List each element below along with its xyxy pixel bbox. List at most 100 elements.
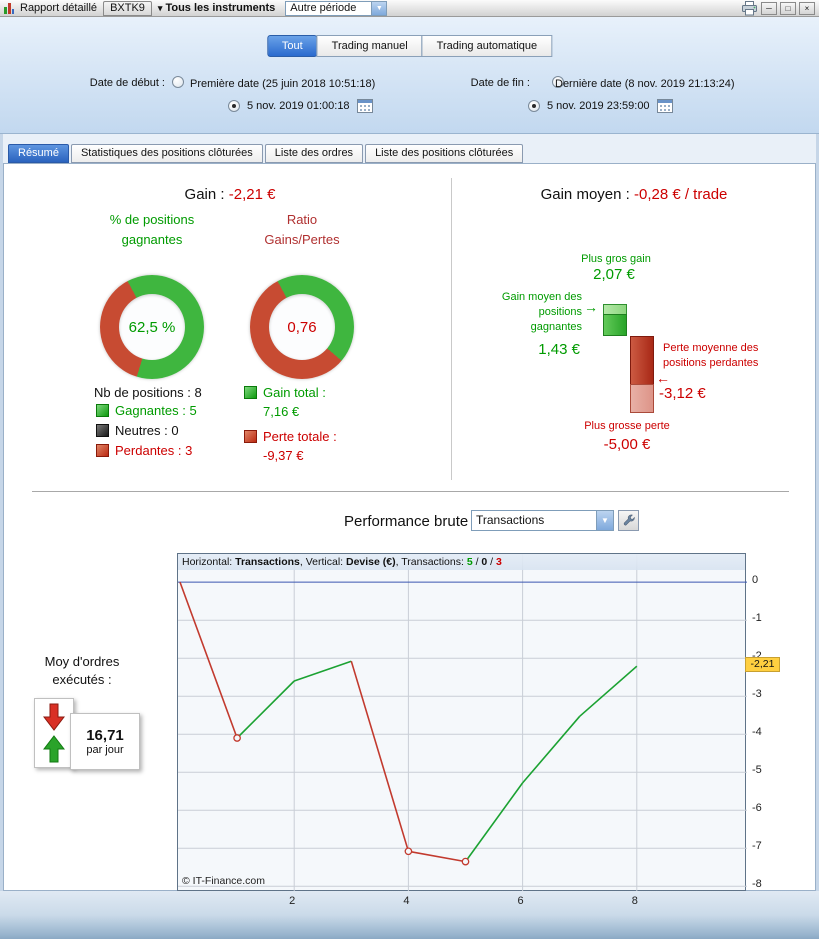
chart-header: Horizontal: Transactions, Vertical: Devi…	[178, 554, 745, 570]
date-end-label: Date de fin :	[470, 77, 530, 89]
avg-orders-unit: par jour	[86, 744, 124, 756]
caret-down-icon: ▾	[157, 2, 163, 13]
maximize-button[interactable]: □	[780, 1, 796, 15]
chart-header-part: Horizontal:	[182, 556, 236, 568]
x-tick-label: 8	[631, 895, 638, 907]
biggest-loss-label: Plus grosse perte	[584, 420, 670, 432]
radio-start-first-date[interactable]	[172, 76, 184, 88]
y-tick-label: -3	[752, 688, 762, 701]
legend-neutral-label: Neutres : 0	[115, 423, 179, 438]
instruments-dropdown[interactable]: ▾ Tous les instruments	[158, 2, 275, 14]
report-tabstrip: Résumé Statistiques des positions clôtur…	[3, 134, 816, 163]
vertical-divider	[451, 178, 452, 480]
last-value-tag: -2,21	[745, 657, 780, 673]
instruments-label: Tous les instruments	[165, 2, 276, 14]
red-down-arrow-icon	[43, 703, 65, 731]
ratio-donut-ring: 0,76	[250, 275, 354, 379]
ratio-value: 0,76	[287, 318, 317, 336]
chart-header-part: 0	[481, 556, 488, 568]
green-up-arrow-icon	[43, 735, 65, 763]
tab-tout[interactable]: Tout	[266, 35, 318, 57]
report-chart-icon	[4, 2, 14, 14]
titlebar: Rapport détaillé BXTK9 ▾ Tous les instru…	[0, 0, 819, 17]
instrument-tab[interactable]: BXTK9	[103, 0, 152, 16]
win-pct-title: % de positions gagnantes	[109, 212, 195, 247]
window-title: Rapport détaillé	[20, 2, 98, 14]
y-tick-label: -2	[752, 650, 762, 662]
performance-metric-select[interactable]: Transactions ▼	[471, 510, 614, 531]
tab-resume[interactable]: Résumé	[8, 144, 69, 163]
summary-panel: Gain : -2,21 € % de positions gagnantes …	[3, 163, 816, 892]
wrench-icon	[623, 514, 635, 525]
calendar-start-icon[interactable]	[356, 98, 373, 113]
gain-average-label: Gain moyen :	[540, 186, 630, 203]
chart-header-part: /	[487, 556, 497, 568]
chart-header-part: 3	[496, 556, 502, 568]
performance-chart[interactable]: Horizontal: Transactions, Vertical: Devi…	[177, 553, 747, 892]
date-start-custom-value: 5 nov. 2019 01:00:18	[247, 99, 350, 112]
average-gain-value: 1,43 €	[538, 341, 580, 358]
legend-row-winners: Gagnantes : 5	[96, 403, 197, 418]
date-end-last-option: Dernière date (8 nov. 2019 21:13:24)	[555, 78, 735, 90]
chart-copyright: © IT-Finance.com	[182, 875, 266, 887]
loss-total-label: Perte totale :	[263, 429, 337, 444]
tab-statistiques-positions[interactable]: Statistiques des positions clôturées	[70, 144, 263, 163]
calendar-end-icon[interactable]	[656, 98, 673, 113]
legend-winners-label: Gagnantes : 5	[115, 403, 197, 418]
radio-end-last-date[interactable]	[552, 76, 565, 88]
avg-orders-label: Moy d'ordres exécutés :	[44, 654, 120, 688]
window-right-edge	[816, 134, 819, 939]
gain-bar	[603, 304, 627, 336]
tab-trading-manuel[interactable]: Trading manuel	[316, 35, 423, 57]
gain-average-value: -0,28 € / trade	[633, 186, 728, 203]
chart-settings-button[interactable]	[618, 510, 639, 531]
chart-header-part: /	[472, 556, 482, 568]
chart-header-part: Devise (€)	[346, 556, 396, 568]
win-rate-donut-ring: 62,5 %	[100, 275, 204, 379]
chart-header-part: , Vertical:	[299, 556, 346, 568]
date-end-custom-value: 5 nov. 2019 23:59:00	[547, 99, 650, 112]
y-tick-label: -1	[752, 612, 762, 625]
radio-start-custom-date[interactable]	[228, 99, 240, 112]
scope-tab-group: Tout Trading manuel Trading automatique	[266, 35, 553, 57]
tab-liste-positions[interactable]: Liste des positions clôturées	[365, 144, 524, 163]
horizontal-divider	[32, 491, 789, 492]
red-swatch-icon	[244, 430, 257, 443]
gain-value: -2,21 €	[228, 186, 276, 203]
orders-arrows-badge	[34, 698, 74, 768]
avg-orders-badge: 16,71 par jour	[70, 713, 140, 770]
gain-label: Gain :	[184, 186, 225, 203]
loss-total-row: Perte totale :	[244, 429, 337, 444]
chart-header-part: Transactions	[235, 556, 300, 568]
green-swatch-icon	[244, 386, 257, 399]
loss-bar	[630, 336, 654, 413]
print-button[interactable]	[741, 0, 758, 16]
y-tick-label: -5	[752, 764, 762, 777]
loss-bar-average-segment	[630, 336, 654, 385]
tab-trading-automatique[interactable]: Trading automatique	[421, 35, 553, 57]
red-swatch-icon	[96, 444, 109, 457]
biggest-gain-label: Plus gros gain	[581, 253, 651, 265]
y-tick-label: 0	[752, 574, 759, 587]
date-start-label: Date de début :	[89, 77, 165, 89]
tab-liste-ordres[interactable]: Liste des ordres	[264, 144, 364, 163]
y-tick-label: -4	[752, 726, 762, 739]
performance-metric-value: Transactions	[476, 513, 545, 527]
radio-end-custom-date[interactable]	[528, 99, 540, 112]
minimize-button[interactable]: ─	[761, 1, 777, 15]
close-button[interactable]: ×	[799, 1, 815, 15]
gain-total-row: Gain total :	[244, 385, 326, 400]
dropdown-arrow-icon: ▼	[371, 1, 387, 15]
period-select[interactable]: Autre période ▼	[285, 0, 388, 16]
gain-average-line: Gain moyen : -0,28 € / trade	[456, 186, 812, 203]
window-left-edge	[0, 134, 3, 939]
gain-bar-biggest-segment	[603, 304, 627, 314]
chart-header-part: , Transactions:	[395, 556, 467, 568]
positions-count: Nb de positions : 8	[94, 385, 202, 400]
x-tick-label: 4	[403, 895, 410, 907]
arrow-left-icon: ←	[656, 370, 670, 386]
chart-header-part: 5	[466, 556, 473, 568]
win-rate-value: 62,5 %	[128, 318, 176, 336]
y-tick-label: -7	[752, 840, 762, 853]
